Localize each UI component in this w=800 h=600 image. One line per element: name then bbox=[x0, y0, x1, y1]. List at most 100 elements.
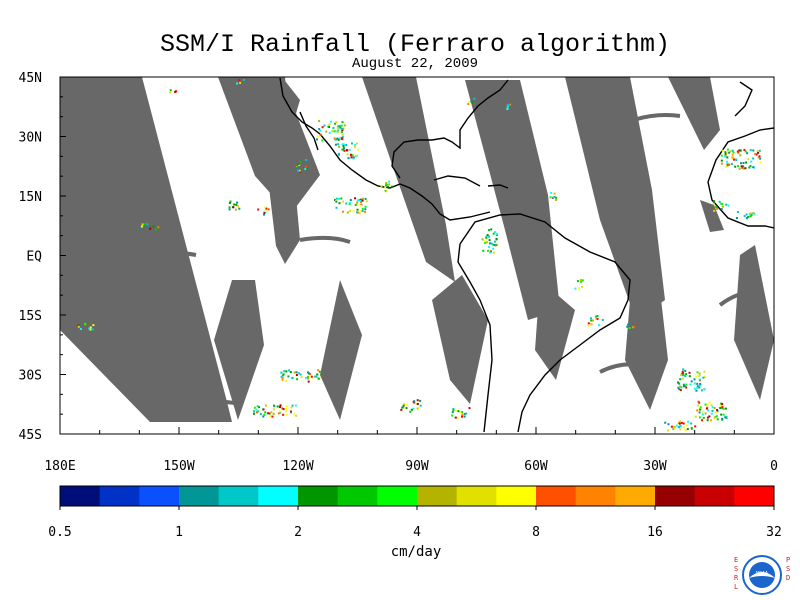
rain-pixel bbox=[679, 389, 682, 391]
rain-pixel bbox=[356, 154, 359, 157]
rain-pixel bbox=[735, 217, 738, 219]
rain-pixel bbox=[682, 368, 685, 371]
rain-pixel bbox=[484, 242, 487, 244]
rain-pixel bbox=[338, 197, 340, 200]
rain-pixel bbox=[735, 159, 738, 162]
colorbar-tick-label: 4 bbox=[413, 525, 421, 540]
rain-pixel bbox=[664, 421, 667, 424]
rain-pixel bbox=[341, 129, 344, 132]
rain-pixel bbox=[263, 211, 266, 214]
rain-pixel bbox=[677, 426, 680, 429]
rain-pixel bbox=[591, 319, 594, 322]
rain-pixel bbox=[463, 415, 466, 418]
rain-pixel bbox=[487, 249, 489, 252]
rain-pixel bbox=[721, 149, 724, 152]
rain-pixel bbox=[495, 234, 498, 236]
rain-pixel bbox=[385, 183, 388, 186]
swath-band bbox=[432, 275, 488, 404]
rain-pixel bbox=[269, 414, 272, 417]
rain-pixel bbox=[752, 166, 755, 169]
rain-pixel bbox=[699, 406, 702, 409]
rain-pixel bbox=[707, 409, 709, 412]
rain-pixel bbox=[724, 416, 727, 419]
rain-pixel bbox=[680, 421, 683, 424]
rain-pixel bbox=[755, 153, 758, 156]
rain-pixel bbox=[757, 151, 760, 154]
rain-pixel bbox=[336, 129, 339, 132]
rain-pixel bbox=[601, 318, 604, 321]
rain-pixel bbox=[699, 408, 702, 411]
rain-pixel bbox=[681, 370, 684, 373]
rain-pixel bbox=[270, 411, 273, 414]
swath-arc bbox=[718, 289, 761, 307]
rain-pixel bbox=[380, 185, 383, 188]
colorbar-swatch bbox=[377, 486, 418, 506]
colorbar-swatch bbox=[258, 486, 299, 506]
rain-pixel bbox=[628, 327, 631, 329]
rain-pixel bbox=[702, 376, 705, 379]
rain-pixel bbox=[409, 410, 412, 413]
rain-pixel bbox=[293, 412, 296, 415]
rain-pixel bbox=[342, 127, 345, 130]
rain-pixel bbox=[348, 201, 351, 204]
rain-pixel bbox=[346, 153, 349, 156]
rain-pixel bbox=[356, 142, 358, 145]
rain-pixel bbox=[690, 422, 693, 425]
rain-pixel bbox=[356, 203, 359, 206]
rain-pixel bbox=[492, 232, 495, 235]
rain-pixel bbox=[285, 408, 288, 410]
rain-pixel bbox=[316, 138, 318, 141]
rain-pixel bbox=[721, 205, 724, 208]
rain-pixel bbox=[679, 428, 682, 431]
rain-pixel bbox=[400, 408, 403, 411]
rain-pixel bbox=[141, 223, 144, 226]
rain-pixel bbox=[271, 415, 274, 418]
longitude-label: 60W bbox=[524, 459, 548, 474]
longitude-label: 120W bbox=[282, 459, 313, 474]
colorbar-tick-label: 0.5 bbox=[48, 525, 71, 540]
colorbar-swatch bbox=[694, 486, 735, 506]
rain-pixel bbox=[452, 409, 455, 412]
longitude-label: 0 bbox=[770, 459, 778, 474]
rain-pixel bbox=[580, 280, 583, 283]
rain-pixel bbox=[364, 210, 367, 213]
rain-pixel bbox=[341, 143, 344, 146]
rain-pixel bbox=[364, 197, 367, 200]
rain-pixel bbox=[737, 165, 739, 167]
rain-pixel bbox=[720, 162, 723, 165]
rain-pixel bbox=[360, 204, 363, 207]
rain-pixel bbox=[704, 403, 707, 406]
rain-pixel bbox=[384, 186, 387, 189]
rain-pixel bbox=[336, 137, 339, 140]
rain-pixel bbox=[690, 427, 693, 430]
rain-pixel bbox=[285, 410, 287, 413]
colorbar-tick-label: 32 bbox=[766, 525, 782, 540]
rain-pixel bbox=[627, 323, 630, 326]
rain-pixel bbox=[337, 152, 340, 155]
rain-pixel bbox=[357, 211, 360, 214]
iberia-coast bbox=[734, 81, 753, 117]
rain-pixel bbox=[337, 143, 340, 146]
rain-pixel bbox=[726, 150, 729, 153]
no-data-swaths bbox=[60, 77, 774, 422]
rain-pixel bbox=[405, 403, 408, 406]
rain-pixel bbox=[357, 199, 359, 202]
swath-arc bbox=[619, 113, 681, 127]
rain-pixel bbox=[342, 148, 345, 151]
rain-pixel bbox=[743, 148, 746, 151]
rain-pixel bbox=[359, 199, 362, 202]
colorbar-swatch bbox=[298, 486, 339, 506]
rain-pixel bbox=[356, 211, 359, 214]
rain-pixel bbox=[154, 228, 157, 231]
rain-pixel bbox=[633, 325, 636, 328]
south-america-west-coast bbox=[457, 243, 493, 433]
rain-pixel bbox=[415, 402, 418, 405]
rain-pixel bbox=[335, 121, 338, 124]
rain-pixel bbox=[265, 207, 268, 210]
rain-pixel bbox=[728, 163, 731, 166]
rain-pixel bbox=[267, 412, 270, 415]
rain-pixel bbox=[726, 148, 729, 151]
rain-pixel bbox=[325, 130, 328, 133]
colorbar-tick-label: 8 bbox=[532, 525, 540, 540]
